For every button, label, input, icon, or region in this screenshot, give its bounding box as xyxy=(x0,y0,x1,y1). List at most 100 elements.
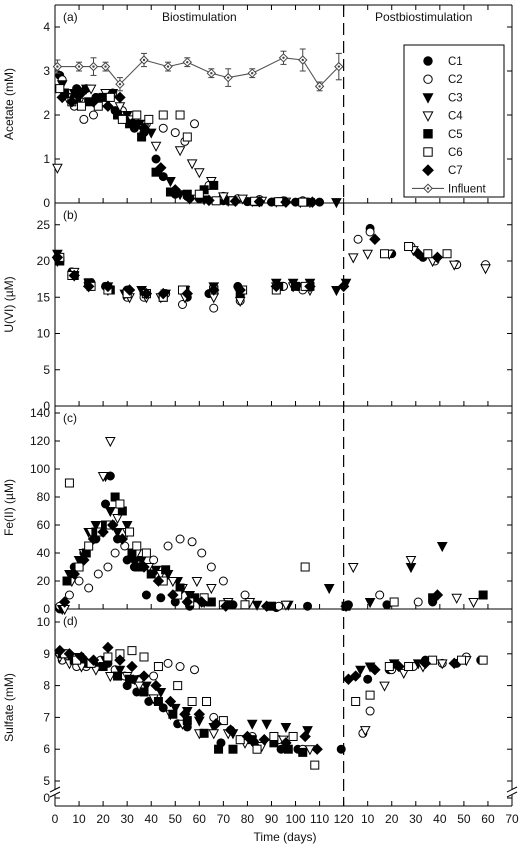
panel-0-ytick-label-0: 0 xyxy=(43,196,50,210)
panel-3-ytick-label-1: 5 xyxy=(43,774,50,788)
legend-marker-C1 xyxy=(423,56,433,66)
panel-3-point-C3-17 xyxy=(355,665,366,676)
panel-3-point-C7-17 xyxy=(299,730,311,743)
panel-1-point-C4-13 xyxy=(347,253,359,264)
panel-2-point-C4-19 xyxy=(405,556,417,567)
panel-0-point-Influent-5-dot xyxy=(142,58,146,62)
panel-1-ytick-label-1: 5 xyxy=(43,363,50,377)
panel-3-point-C5-3 xyxy=(98,662,108,672)
panel-0-ylabel: Acetate (mM) xyxy=(2,68,16,140)
legend-marker-C2 xyxy=(423,74,433,84)
panel-3-point-C7-24 xyxy=(448,657,460,670)
panel-3-ytick-label-5: 9 xyxy=(43,647,50,661)
panel-3-point-C7-12 xyxy=(210,718,222,730)
panel-2-point-C2-1 xyxy=(64,590,74,600)
panel-3-point-C5-11 xyxy=(214,744,224,754)
panel-1-point-C2-12 xyxy=(353,234,363,244)
panel-0-point-C6-16 xyxy=(298,197,308,207)
panel-1-point-C6-14 xyxy=(423,249,433,259)
panel-0-point-C7-5 xyxy=(114,91,126,104)
panel-2-ytick-label-6: 120 xyxy=(30,434,50,448)
panel-3-series-C7 xyxy=(54,641,460,755)
panel-1-ytick-label-5: 25 xyxy=(37,218,51,232)
x-tick-label-10: 100 xyxy=(286,812,306,826)
panel-3-ylabel: Sulfate (mM) xyxy=(2,673,16,742)
panel-2-point-C3-8 xyxy=(121,521,133,532)
panel-0-point-C7-13 xyxy=(253,195,266,208)
x-tick-label-7: 70 xyxy=(217,812,231,826)
legend: C1 C2 C3 C4 C5 C6 C7 Influent xyxy=(403,44,505,198)
panel-1-letter: (b) xyxy=(63,208,78,222)
panel-3-point-C5-8 xyxy=(168,709,178,719)
panel-2-point-C4-5 xyxy=(104,437,116,448)
panel-2-point-C6-6 xyxy=(125,527,135,537)
panel-1-point-C3-13 xyxy=(331,286,342,297)
panel-0-point-C7-14 xyxy=(280,196,292,208)
panel-3-point-C7-18 xyxy=(311,743,323,755)
panel-3-point-C7-15 xyxy=(258,733,270,746)
panel-0-point-C6-7 xyxy=(144,114,154,124)
panel-2-point-C1-11 xyxy=(156,593,166,603)
panel-2-point-C2-4 xyxy=(93,569,103,579)
panel-1-point-C7-6 xyxy=(157,287,169,300)
panel-2-ytick-label-3: 60 xyxy=(37,518,51,532)
panel-2-point-C7-14 xyxy=(260,600,273,612)
x-tick-label-4: 40 xyxy=(145,812,159,826)
panel-2-point-C2-13 xyxy=(197,548,207,558)
panel-1-point-C4-18 xyxy=(448,260,460,271)
panel-1-point-C7-5 xyxy=(140,287,153,300)
panel-2-point-C2-10 xyxy=(163,541,173,551)
panel-1-ytick-label-3: 15 xyxy=(37,290,51,304)
panel-3-point-C6-21 xyxy=(428,655,438,665)
panel-1-point-C6-13 xyxy=(404,242,414,251)
panel-3-point-C6-22 xyxy=(456,655,466,665)
panel-0-point-C7-7 xyxy=(138,122,150,134)
panel-0-point-C2-2 xyxy=(79,114,89,124)
panel-2-point-C4-6 xyxy=(112,514,123,525)
phase-label-postbiostimulation: Postbiostimulation xyxy=(375,10,472,24)
legend-marker-C6 xyxy=(423,147,433,157)
panel-2-point-C4-4 xyxy=(97,472,109,483)
panel-3-point-C4-18 xyxy=(379,681,390,692)
panel-2-series-C4 xyxy=(59,437,479,616)
x-tick-label-1: 10 xyxy=(72,812,86,826)
panel-2-ytick-label-4: 80 xyxy=(37,490,51,504)
panel-1-point-C7-12 xyxy=(337,280,350,293)
panel-3-point-C6-7 xyxy=(153,662,163,672)
panel-2-ytick-label-7: 140 xyxy=(30,406,50,420)
panel-0-point-C5-11 xyxy=(209,180,219,190)
panel-3-point-C6-9 xyxy=(187,697,197,706)
panel-3-point-C2-9 xyxy=(175,662,185,672)
panel-0-point-C6-11 xyxy=(194,189,204,199)
panel-2-point-C3-16 xyxy=(251,600,263,611)
panel-3-point-C6-15 xyxy=(288,731,298,741)
x-tick-label-14: 20 xyxy=(385,812,399,826)
panel-0-point-C6-5 xyxy=(117,114,127,124)
panel-3-point-C4-19 xyxy=(398,668,410,679)
panel-2-point-C3-7 xyxy=(112,528,123,539)
panel-3-point-C4-4 xyxy=(104,672,116,683)
panel-0-point-Influent-2-dot xyxy=(92,65,95,68)
panel-2-point-C6-16 xyxy=(389,597,399,607)
legend-marker-Influent-dot xyxy=(426,187,430,190)
panel-3-point-C6-12 xyxy=(235,735,245,745)
panel-0-point-C5-6 xyxy=(137,132,147,142)
panel-3-ytick-label-4: 8 xyxy=(43,679,50,693)
panel-2-point-C7-10 xyxy=(167,589,179,601)
panel-2-point-C5-5 xyxy=(110,492,120,502)
panel-0-point-C7-4 xyxy=(102,100,114,112)
panel-0-point-C7-15 xyxy=(306,196,319,208)
panel-3-point-C6-8 xyxy=(173,681,183,691)
panel-1-point-C7-3 xyxy=(102,280,114,293)
panel-3-point-C6-11 xyxy=(218,716,228,726)
panel-2-series-C7 xyxy=(58,519,444,612)
x-tick-label-19: 70 xyxy=(505,812,519,826)
panel-0-point-C7-2 xyxy=(75,87,88,99)
panel-0-point-C3-7 xyxy=(145,128,157,139)
panel-0-point-C6-10 xyxy=(182,132,192,142)
panel-2-point-C2-14 xyxy=(206,562,216,572)
panel-0-point-C4-11 xyxy=(193,168,205,179)
panel-3-point-C7-23 xyxy=(419,657,432,670)
panel-0-point-C4-0 xyxy=(52,163,63,174)
panel-2-point-C3-4 xyxy=(90,521,102,532)
